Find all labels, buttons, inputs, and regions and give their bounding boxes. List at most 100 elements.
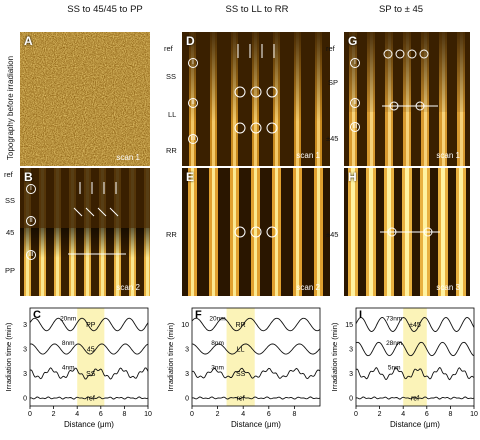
g-axis-ref: ref bbox=[326, 44, 335, 53]
panel-label-e: E bbox=[186, 170, 195, 184]
trace-line bbox=[191, 343, 321, 355]
y-tick-label: 0 bbox=[185, 396, 189, 403]
b-axis-ss: SS bbox=[5, 196, 16, 205]
x-tick-label: 6 bbox=[267, 411, 271, 418]
trace-line bbox=[191, 396, 321, 400]
scan-label-a: scan 1 bbox=[116, 153, 140, 162]
plot-letter: I bbox=[359, 309, 362, 321]
amplitude-annotation: 5nm bbox=[388, 365, 401, 372]
y-axis-label: Irradiation time (min) bbox=[166, 322, 175, 391]
trace-label: SS bbox=[86, 371, 96, 378]
column-title-2: SS to LL to RR bbox=[225, 4, 289, 15]
amplitude-annotation: 73nm bbox=[386, 316, 402, 323]
scan-label-e: scan 2 bbox=[296, 283, 320, 292]
x-tick-label: 8 bbox=[448, 411, 452, 418]
amplitude-annotation: 28nm bbox=[386, 340, 402, 347]
scan-label-h: scan 3 bbox=[436, 283, 460, 292]
y-tick-label: 3 bbox=[349, 371, 353, 378]
d-row-mark-3: III bbox=[188, 134, 198, 144]
trace-label: RR bbox=[236, 322, 246, 329]
b-row-mark-3: III bbox=[26, 250, 36, 260]
b-row-mark-1: I bbox=[26, 184, 36, 194]
panel-b-image bbox=[20, 168, 150, 296]
e-axis-rr: RR bbox=[166, 230, 177, 239]
x-axis-label: Distance (μm) bbox=[64, 420, 114, 429]
x-tick-label: 8 bbox=[292, 411, 296, 418]
polarization-arrows-d bbox=[234, 44, 278, 134]
d-axis-ref: ref bbox=[164, 44, 173, 53]
b-axis-45: 45 bbox=[6, 228, 15, 237]
y-axis-label: Irradiation time (min) bbox=[330, 322, 339, 391]
x-tick-label: 4 bbox=[401, 411, 405, 418]
g-row-mark-1: I bbox=[350, 58, 360, 68]
d-row-mark-2: II bbox=[188, 98, 198, 108]
x-tick-label: 2 bbox=[216, 411, 220, 418]
d-axis-rr: RR bbox=[166, 146, 177, 155]
trace-label: 45 bbox=[87, 347, 95, 354]
panel-g-image bbox=[344, 32, 470, 166]
trace-line bbox=[355, 341, 475, 357]
y-tick-label: 3 bbox=[23, 371, 27, 378]
x-tick-label: 10 bbox=[470, 411, 478, 418]
panel-a-topography: A scan 1 bbox=[20, 32, 150, 166]
trace-label: ref bbox=[237, 396, 245, 403]
panel-label-b: B bbox=[24, 170, 33, 184]
trace-line bbox=[29, 367, 149, 380]
x-tick-label: 8 bbox=[122, 411, 126, 418]
x-axis-label: Distance (μm) bbox=[390, 420, 440, 429]
panel-d-grating: D scan 1 bbox=[182, 32, 330, 166]
plot-letter: F bbox=[195, 309, 202, 321]
y-tick-label: 3 bbox=[185, 371, 189, 378]
x-tick-label: 4 bbox=[75, 411, 79, 418]
trace-label: SS bbox=[236, 371, 246, 378]
amplitude-annotation: 20nm bbox=[60, 316, 76, 323]
amplitude-annotation: 3nm bbox=[211, 365, 224, 372]
scan-label-d: scan 1 bbox=[296, 151, 320, 160]
g-row-mark-2: II bbox=[350, 98, 360, 108]
polarization-arrows-g bbox=[382, 49, 438, 111]
highlight-band bbox=[226, 308, 255, 406]
x-tick-label: 4 bbox=[241, 411, 245, 418]
panel-label-h: H bbox=[348, 170, 357, 184]
plot-frame bbox=[191, 307, 321, 407]
trace-line bbox=[355, 317, 475, 332]
g-axis-sp: SP bbox=[328, 78, 339, 87]
trace-label: PP bbox=[86, 322, 96, 329]
x-tick-label: 6 bbox=[425, 411, 429, 418]
trace-line bbox=[29, 343, 149, 355]
plot-i: ±45 73nm 28nm 5nm ref 15 3 3 0 0 2 4 6 8 10 Distance (μ… bbox=[330, 307, 478, 429]
panel-d-image bbox=[182, 32, 330, 166]
d-axis-ll: LL bbox=[168, 110, 177, 119]
panel-label-g: G bbox=[348, 34, 358, 48]
amplitude-annotation: 8nm bbox=[62, 340, 75, 347]
d-row-mark-1: I bbox=[188, 58, 198, 68]
x-tick-label: 6 bbox=[99, 411, 103, 418]
plot-c: PP 20nm 45 8nm SS 4nm ref 3 3 3 0 0 2 4 6 8 10 Distance (… bbox=[4, 307, 152, 429]
trace-label: LL bbox=[237, 347, 245, 354]
x-tick-label: 0 bbox=[28, 411, 32, 418]
y-tick-label: 3 bbox=[23, 322, 27, 329]
column-title-1: SS to 45/45 to PP bbox=[67, 4, 143, 15]
panel-b-grating: B scan 2 bbox=[20, 168, 150, 296]
amplitude-annotation: 8nm bbox=[211, 340, 224, 347]
y-tick-label: 0 bbox=[349, 396, 353, 403]
b-axis-pp: PP bbox=[5, 266, 16, 275]
h-axis-pm45: ±45 bbox=[326, 230, 339, 239]
scan-label-b: scan 2 bbox=[116, 283, 140, 292]
y-axis-label: Irradiation time (min) bbox=[4, 322, 13, 391]
y-tick-label: 0 bbox=[23, 396, 27, 403]
plot-frame bbox=[29, 307, 149, 407]
panel-g-grating: G scan 1 bbox=[344, 32, 470, 166]
trace-label: ref bbox=[87, 396, 95, 403]
panel-h-image bbox=[344, 168, 470, 296]
x-tick-label: 2 bbox=[52, 411, 56, 418]
d-axis-ss: SS bbox=[166, 72, 177, 81]
polarization-arrows-b bbox=[68, 182, 126, 255]
highlight-band bbox=[403, 308, 427, 406]
panel-e-grating: E scan 2 bbox=[182, 168, 330, 296]
b-row-mark-2: II bbox=[26, 216, 36, 226]
x-axis-label: Distance (μm) bbox=[231, 420, 281, 429]
trace-line bbox=[29, 396, 149, 400]
column-title-3: SP to ± 45 bbox=[378, 4, 424, 15]
x-tick-label: 10 bbox=[144, 411, 152, 418]
